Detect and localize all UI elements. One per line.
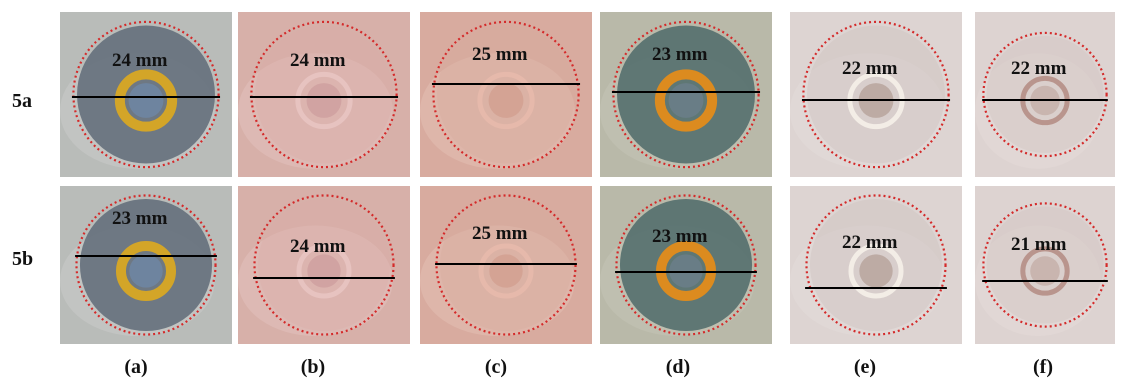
plate-photo-5a-c: 25 mm [420, 12, 592, 177]
diameter-measurement: 22 mm [842, 58, 898, 79]
diameter-measurement: 25 mm [472, 44, 528, 65]
diameter-measurement: 25 mm [472, 223, 528, 244]
column-label-a: (a) [124, 356, 148, 378]
zone-boundary-circle [802, 20, 950, 169]
plate-image [975, 186, 1115, 344]
zone-boundary-circle [982, 31, 1108, 158]
diameter-measurement: 23 mm [652, 44, 708, 65]
plate-photo-5b-c: 25 mm [420, 186, 592, 344]
well-ring [115, 240, 177, 302]
plate-photo-5a-f: 22 mm [975, 12, 1115, 177]
plate-photo-5b-e: 22 mm [790, 186, 962, 344]
well-center [489, 254, 523, 288]
zone-boundary-circle [75, 194, 217, 336]
well-center [859, 254, 893, 288]
well-center [1030, 256, 1060, 286]
plate-image [975, 12, 1115, 177]
plate-photo-5b-b: 24 mm [238, 186, 410, 344]
plate-photo-5b-d: 23 mm [600, 186, 772, 344]
plate-photo-5a-b: 24 mm [238, 12, 410, 177]
plate-image [238, 186, 410, 344]
well-center [488, 83, 524, 118]
diameter-measurement: 21 mm [1011, 234, 1067, 255]
row-label-5a: 5a [12, 90, 32, 112]
plate-image [420, 12, 592, 177]
row-label-5b: 5b [12, 248, 34, 270]
plate-image [600, 186, 772, 344]
diameter-measurement: 23 mm [652, 226, 708, 247]
column-label-b: (b) [300, 356, 326, 378]
zone-boundary-circle [253, 194, 395, 336]
diameter-measurement: 23 mm [112, 208, 168, 229]
column-label-c: (c) [484, 356, 508, 378]
plate-image [420, 186, 592, 344]
plate-image [60, 186, 232, 344]
well-ring [1020, 246, 1070, 296]
diameter-measurement: 24 mm [112, 50, 168, 71]
well-ring [478, 243, 534, 299]
diameter-measurement: 22 mm [1011, 58, 1067, 79]
well-ring [848, 243, 904, 299]
well-center [129, 254, 163, 288]
well-center [128, 83, 164, 118]
plate-image [60, 12, 232, 177]
plate-image [790, 186, 962, 344]
plate-photo-5a-e: 22 mm [790, 12, 962, 177]
column-label-f: (f) [1033, 356, 1053, 378]
plate-photo-5a-d: 23 mm [600, 12, 772, 177]
zone-boundary-circle [982, 202, 1108, 328]
well-ring [295, 71, 353, 130]
zone-boundary-circle [615, 194, 757, 336]
zone-boundary-circle [250, 20, 398, 169]
plate-photo-5a-a: 24 mm [60, 12, 232, 177]
plate-image [790, 12, 962, 177]
well-center [668, 83, 704, 118]
plate-photo-5b-a: 23 mm [60, 186, 232, 344]
zone-boundary-circle [72, 20, 220, 169]
diameter-measurement: 24 mm [290, 236, 346, 257]
zone-boundary-circle [432, 20, 580, 169]
column-label-d: (d) [665, 356, 691, 378]
well-ring [477, 71, 535, 130]
well-ring [114, 69, 178, 132]
zone-boundary-circle [612, 20, 760, 169]
plate-image [600, 12, 772, 177]
column-label-e: (e) [853, 356, 877, 378]
plate-image [238, 12, 410, 177]
well-ring [654, 69, 718, 132]
plate-photo-5b-f: 21 mm [975, 186, 1115, 344]
well-ring [296, 243, 352, 299]
well-center [306, 83, 342, 118]
well-center [307, 254, 341, 288]
zone-boundary-circle [805, 194, 947, 336]
diameter-measurement: 24 mm [290, 50, 346, 71]
diameter-measurement: 22 mm [842, 232, 898, 253]
